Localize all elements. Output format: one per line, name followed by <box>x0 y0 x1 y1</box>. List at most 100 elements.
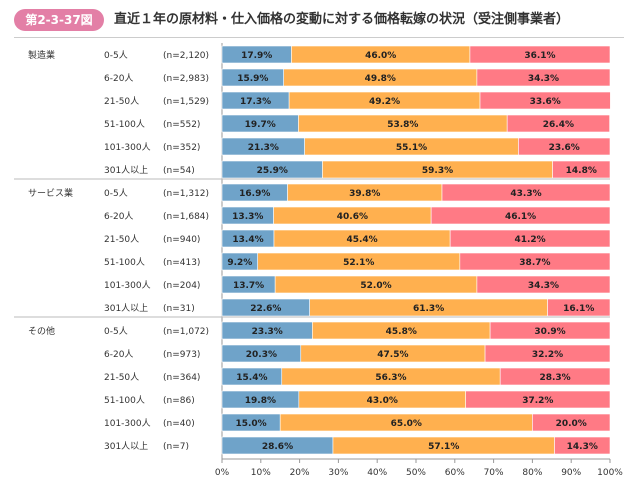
bar-segment <box>476 68 611 87</box>
row-n-label: (n=7) <box>163 442 189 452</box>
bar-data-label: 30.9% <box>534 327 565 337</box>
bar-data-label: 16.9% <box>239 189 270 199</box>
bar-data-label: 38.7% <box>519 258 550 268</box>
bar-data-label: 43.3% <box>510 189 541 199</box>
x-tick-label: 40% <box>367 468 387 478</box>
bar-data-label: 65.0% <box>391 419 422 429</box>
row-n-label: (n=204) <box>163 281 200 291</box>
bar-data-label: 15.9% <box>237 74 268 84</box>
bar-data-label: 40.6% <box>337 212 368 222</box>
bar-data-label: 34.3% <box>528 281 559 291</box>
row-size-label: 51-100人 <box>104 119 145 130</box>
bar-data-label: 17.3% <box>240 97 271 107</box>
row-n-label: (n=40) <box>163 419 195 429</box>
bar-data-label: 37.2% <box>522 396 553 406</box>
bar-data-label: 9.2% <box>227 258 252 268</box>
row-n-label: (n=973) <box>163 350 200 360</box>
bar-segment <box>449 229 611 248</box>
bar-segment <box>552 160 611 179</box>
bar-data-label: 14.3% <box>567 442 598 452</box>
bar-data-label: 16.1% <box>563 304 594 314</box>
figure-number-badge: 第2-3-37図 <box>14 9 104 31</box>
figure-title: 直近１年の原材料・仕入価格の変動に対する価格転嫁の状況（受注側事業者） <box>114 12 570 27</box>
bar-segment <box>547 298 611 317</box>
bar-data-label: 43.0% <box>367 396 398 406</box>
row-size-label: 0-5人 <box>104 50 128 61</box>
bar-data-label: 13.4% <box>232 235 263 245</box>
bar-data-label: 61.3% <box>413 304 444 314</box>
bar-data-label: 49.8% <box>365 74 396 84</box>
row-size-label: 101-300人 <box>104 142 151 153</box>
bar-segment <box>532 413 611 432</box>
row-n-label: (n=1,684) <box>163 212 209 222</box>
row-n-label: (n=2,120) <box>163 51 209 61</box>
bar-data-label: 36.1% <box>524 51 555 61</box>
x-tick-label: 90% <box>561 468 581 478</box>
bar-data-label: 57.1% <box>428 442 459 452</box>
bar-data-label: 46.0% <box>365 51 396 61</box>
bar-data-label: 23.6% <box>549 143 580 153</box>
row-size-label: 301人以上 <box>104 303 148 314</box>
row-n-label: (n=940) <box>163 235 200 245</box>
bar-segment <box>506 114 610 133</box>
bar-data-label: 20.0% <box>556 419 587 429</box>
row-size-label: 0-5人 <box>104 326 128 337</box>
bar-data-label: 20.3% <box>246 350 277 360</box>
row-size-label: 6-20人 <box>104 211 133 222</box>
bar-data-label: 59.3% <box>422 166 453 176</box>
row-n-label: (n=31) <box>163 304 195 314</box>
bar-data-label: 52.1% <box>343 258 374 268</box>
row-size-label: 101-300人 <box>104 418 151 429</box>
bar-segment <box>459 252 611 271</box>
bar-data-label: 14.8% <box>566 166 597 176</box>
x-tick-label: 0% <box>215 468 230 478</box>
bar-data-label: 53.8% <box>387 120 418 130</box>
x-tick-label: 50% <box>406 468 426 478</box>
bar-data-label: 23.3% <box>252 327 283 337</box>
group-label: サービス業 <box>28 187 73 199</box>
bar-data-label: 39.8% <box>349 189 380 199</box>
group-label: その他 <box>28 325 55 337</box>
x-tick-label: 100% <box>597 468 623 478</box>
row-size-label: 51-100人 <box>104 395 145 406</box>
bar-data-label: 21.3% <box>248 143 279 153</box>
bar-data-label: 22.6% <box>250 304 281 314</box>
bar-data-label: 13.7% <box>233 281 264 291</box>
bar-data-label: 15.4% <box>236 373 267 383</box>
bar-data-label: 56.3% <box>375 373 406 383</box>
bar-segment <box>499 367 611 386</box>
row-n-label: (n=2,983) <box>163 74 209 84</box>
row-n-label: (n=54) <box>163 166 195 176</box>
bar-data-label: 47.5% <box>377 350 408 360</box>
bar-segment <box>465 390 611 409</box>
bar-data-label: 49.2% <box>369 97 400 107</box>
row-n-label: (n=86) <box>163 396 195 406</box>
row-n-label: (n=1,072) <box>163 327 209 337</box>
bar-segment <box>469 45 611 64</box>
row-size-label: 301人以上 <box>104 441 148 452</box>
title-divider <box>14 37 624 38</box>
bar-data-label: 55.1% <box>396 143 427 153</box>
bar-data-label: 25.9% <box>257 166 288 176</box>
row-size-label: 21-50人 <box>104 234 139 245</box>
row-n-label: (n=1,529) <box>163 97 209 107</box>
bar-data-label: 13.3% <box>232 212 263 222</box>
bar-segment <box>441 183 611 202</box>
bar-data-label: 19.7% <box>245 120 276 130</box>
x-tick-label: 30% <box>328 468 348 478</box>
bar-data-label: 41.2% <box>514 235 545 245</box>
row-n-label: (n=364) <box>163 373 200 383</box>
bar-data-label: 28.6% <box>262 442 293 452</box>
bar-data-label: 19.8% <box>245 396 276 406</box>
bar-data-label: 26.4% <box>543 120 574 130</box>
bar-segment <box>518 137 611 156</box>
bar-data-label: 17.9% <box>241 51 272 61</box>
bar-data-label: 45.4% <box>346 235 377 245</box>
bar-data-label: 46.1% <box>505 212 536 222</box>
row-size-label: 301人以上 <box>104 165 148 176</box>
row-size-label: 0-5人 <box>104 188 128 199</box>
x-tick-label: 70% <box>484 468 504 478</box>
bar-data-label: 52.0% <box>360 281 391 291</box>
row-size-label: 101-300人 <box>104 280 151 291</box>
x-tick-label: 80% <box>522 468 542 478</box>
